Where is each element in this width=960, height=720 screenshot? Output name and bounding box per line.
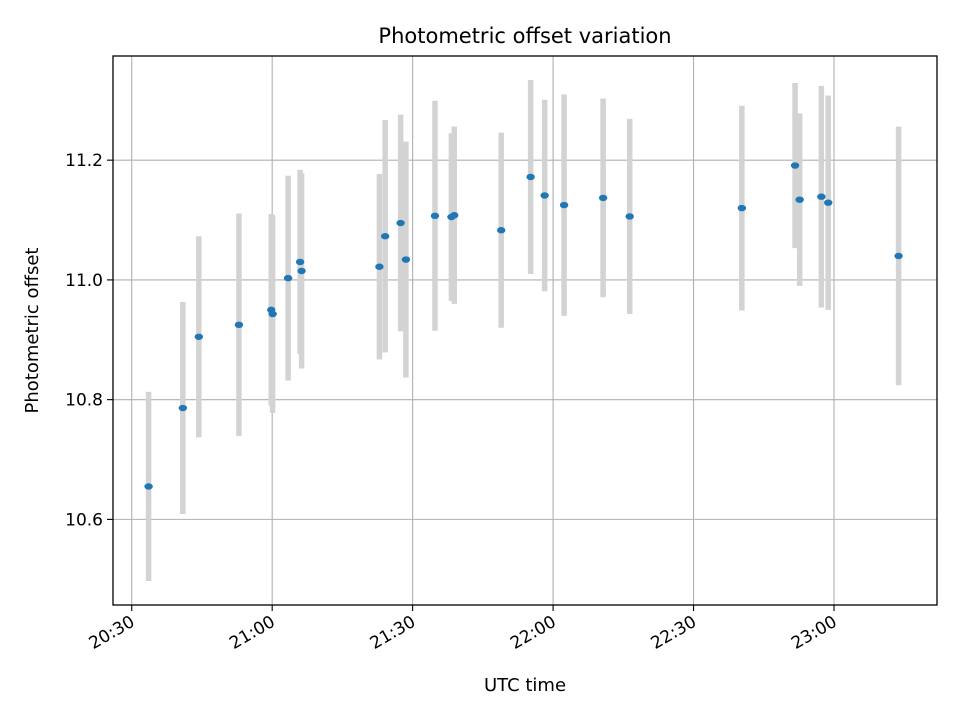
data-point: [144, 483, 153, 490]
x-tick-label: 22:30: [648, 612, 700, 654]
x-tick-label: 22:00: [507, 612, 559, 654]
x-tick-label: 21:30: [367, 612, 419, 654]
data-point: [380, 233, 390, 240]
y-tick-label: 10.6: [65, 510, 103, 530]
data-points: [144, 162, 903, 490]
data-point: [540, 192, 549, 199]
data-point: [795, 196, 804, 203]
y-tick-label: 11.2: [65, 151, 103, 171]
error-bars: [145, 79, 902, 582]
data-point: [234, 321, 244, 329]
data-point: [430, 212, 440, 220]
data-point: [559, 201, 569, 209]
data-point: [194, 333, 204, 340]
data-point: [790, 162, 800, 169]
x-axis-label: UTC time: [484, 675, 566, 696]
data-point: [178, 404, 188, 412]
x-tick-label: 21:00: [226, 612, 278, 654]
data-point: [817, 193, 826, 200]
y-tick-label: 10.8: [65, 391, 103, 411]
data-point: [295, 258, 305, 266]
data-point: [375, 263, 384, 270]
data-point: [625, 213, 634, 220]
data-point: [450, 212, 459, 219]
data-point: [497, 227, 506, 234]
plot-frame: [112, 55, 938, 606]
x-tick-label: 23:00: [788, 612, 840, 654]
data-point: [297, 267, 306, 275]
y-axis-label: Photometric offset: [22, 248, 43, 414]
data-point: [894, 252, 903, 260]
data-point: [268, 310, 277, 318]
data-point: [396, 219, 405, 227]
x-tick-label: 20:30: [86, 612, 138, 654]
data-point: [598, 194, 608, 202]
data-point: [283, 274, 293, 282]
data-point: [737, 204, 747, 212]
data-point: [401, 256, 411, 263]
chart-title: Photometric offset variation: [378, 24, 671, 48]
data-point: [824, 199, 833, 206]
data-point: [526, 173, 535, 181]
y-tick-label: 11.0: [65, 271, 103, 291]
